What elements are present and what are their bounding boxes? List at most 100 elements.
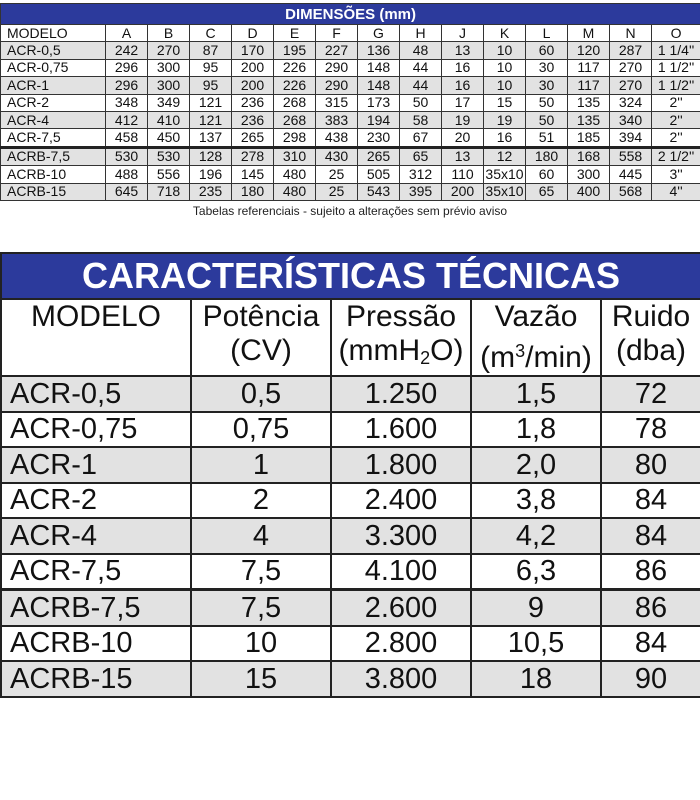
dimensions-title: DIMENSÕES (mm) [0,3,700,25]
value-cell: 65 [525,182,568,201]
value-cell: 110 [441,165,484,184]
value-cell: 558 [609,145,652,167]
value-cell: 80 [599,446,700,484]
value-cell: 16 [441,58,484,78]
value-cell: 15 [190,660,332,698]
header-unit: /min) [525,341,592,374]
value-cell: 1.250 [330,375,472,413]
value-cell: 1.800 [330,446,472,484]
table-row: ACRB-15 645 718 235 180 480 25 543 395 200 35x10 65… [0,182,700,201]
column-header: N [609,23,652,43]
value-cell: 25 [315,165,358,184]
value-cell: 17 [441,93,484,112]
value-cell: 300 [147,58,190,78]
table-row: ACR-0,5 0,5 1.250 1,5 72 [0,375,700,413]
value-cell: 3.300 [330,517,472,555]
column-header: K [483,23,526,43]
value-cell: 35x10 [483,165,526,184]
value-cell: 2 [190,481,332,519]
value-cell: 13 [441,145,484,167]
disclaimer-caption: Tabelas referenciais - sujeito a alteraç… [192,204,508,218]
table-row: ACR-0,75 0,75 1.600 1,8 78 [0,410,700,448]
value-cell: 458 [105,128,148,148]
value-cell: 50 [399,93,442,112]
value-cell: 51 [525,128,568,148]
value-cell: 78 [599,410,700,448]
value-cell: 236 [231,93,274,112]
value-cell: 543 [357,182,400,201]
value-cell: 120 [567,41,610,60]
value-cell: 185 [567,128,610,148]
value-cell: 300 [147,76,190,95]
value-cell: 0,5 [190,375,332,413]
value-cell: 1 1/2'' [650,58,700,78]
table-row: ACR-0,5 242 270 87 170 195 227 136 48 13 10 60 120 28… [0,41,700,60]
value-cell: 438 [315,128,358,148]
value-cell: 19 [441,110,484,130]
model-cell: ACR-0,75 [0,410,192,448]
value-cell: 340 [609,110,652,130]
column-header: A [105,23,148,43]
value-cell: 226 [273,58,316,78]
column-header: E [273,23,316,43]
value-cell: 200 [231,58,274,78]
table-row: ACR-4 4 3.300 4,2 84 [0,517,700,555]
value-cell: 480 [273,165,316,184]
value-cell: 95 [189,58,232,78]
table-row: ACRB-7,5 530 530 128 278 310 430 265 65 13 12 180 16… [0,145,700,167]
column-header: B [147,23,190,43]
value-cell: 4'' [650,182,700,201]
value-cell: 445 [609,165,652,184]
value-cell: 1 [190,446,332,484]
value-cell: 180 [525,145,568,167]
value-cell: 87 [189,41,232,60]
value-cell: 117 [567,76,610,95]
value-cell: 230 [357,128,400,148]
table-row: ACR-1 1 1.800 2,0 80 [0,446,700,484]
model-cell: ACR-0,5 [0,41,106,60]
header-pressao: Pressão (mmH2O) [330,298,472,377]
model-cell: ACR-4 [0,110,106,130]
value-cell: 298 [273,128,316,148]
value-cell: 480 [273,182,316,201]
value-cell: 35x10 [483,182,526,201]
value-cell: 48 [399,41,442,60]
model-cell: ACR-7,5 [0,552,192,591]
value-cell: 16 [483,128,526,148]
value-cell: 3.800 [330,660,472,698]
value-cell: 84 [599,481,700,519]
value-cell: 15 [483,93,526,112]
value-cell: 25 [315,182,358,201]
value-cell: 556 [147,165,190,184]
header-label: Ruido [611,300,691,333]
value-cell: 44 [399,76,442,95]
value-cell: 412 [105,110,148,130]
model-cell: ACR-0,5 [0,375,192,413]
value-cell: 242 [105,41,148,60]
value-cell: 67 [399,128,442,148]
value-cell: 195 [273,41,316,60]
column-header: D [231,23,274,43]
model-cell: ACRB-15 [0,182,106,201]
header-vazao: Vazão (m3/min) [470,298,602,377]
table-row: ACR-4 412 410 121 236 268 383 194 58 19 19 50 135 340… [0,110,700,130]
value-cell: 4.100 [330,552,472,591]
header-unit: (m [480,341,516,374]
model-cell: ACR-2 [0,93,106,112]
value-cell: 200 [231,76,274,95]
value-cell: 117 [567,58,610,78]
value-cell: 296 [105,76,148,95]
header-ruido: Ruido (dba) [599,298,700,377]
value-cell: 290 [315,58,358,78]
header-unit-sub: 2 [420,348,431,368]
value-cell: 10 [190,624,332,662]
model-cell: ACRB-10 [0,165,106,184]
value-cell: 194 [357,110,400,130]
value-cell: 86 [599,588,700,627]
model-cell: ACR-0,75 [0,58,106,78]
value-cell: 268 [273,110,316,130]
value-cell: 1 1/4'' [650,41,700,60]
value-cell: 173 [357,93,400,112]
value-cell: 65 [399,145,442,167]
value-cell: 1.600 [330,410,472,448]
